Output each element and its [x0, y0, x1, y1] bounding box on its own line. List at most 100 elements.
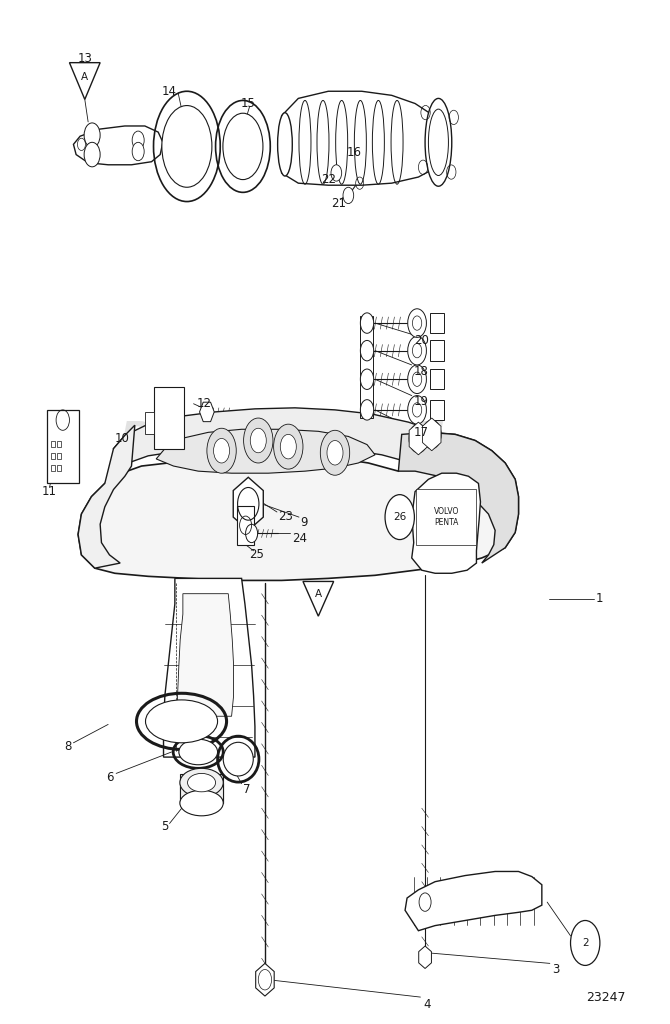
- Text: 4: 4: [423, 997, 431, 1011]
- Text: 23247: 23247: [586, 991, 625, 1005]
- Text: 14: 14: [162, 85, 177, 97]
- Circle shape: [132, 142, 144, 161]
- Circle shape: [413, 402, 421, 417]
- Circle shape: [360, 340, 374, 360]
- Circle shape: [207, 428, 237, 473]
- Ellipse shape: [145, 700, 218, 742]
- Ellipse shape: [428, 110, 448, 175]
- Text: 15: 15: [241, 97, 256, 110]
- Bar: [51, 465, 55, 471]
- Polygon shape: [281, 91, 445, 185]
- Text: A: A: [81, 72, 88, 82]
- Text: 22: 22: [321, 173, 336, 185]
- Bar: [360, 316, 373, 418]
- Polygon shape: [419, 946, 431, 969]
- Polygon shape: [74, 126, 163, 165]
- Polygon shape: [233, 477, 263, 530]
- Bar: [180, 774, 223, 803]
- Text: 5: 5: [161, 820, 168, 834]
- Circle shape: [408, 309, 426, 337]
- Ellipse shape: [223, 114, 263, 179]
- Polygon shape: [200, 402, 214, 422]
- Text: 24: 24: [291, 532, 307, 545]
- Circle shape: [360, 399, 374, 420]
- Polygon shape: [78, 432, 519, 581]
- Bar: [51, 440, 55, 446]
- Text: 16: 16: [346, 146, 361, 159]
- Bar: [430, 399, 444, 420]
- Text: A: A: [315, 589, 322, 599]
- Circle shape: [331, 165, 342, 181]
- Bar: [145, 412, 153, 434]
- Circle shape: [327, 440, 343, 465]
- Polygon shape: [423, 418, 441, 451]
- Text: 1: 1: [595, 592, 603, 605]
- Bar: [58, 465, 62, 471]
- Circle shape: [320, 430, 350, 475]
- Circle shape: [214, 438, 230, 463]
- Text: VOLVO PENTA: VOLVO PENTA: [121, 511, 442, 553]
- Bar: [430, 340, 444, 360]
- Text: VOLVO: VOLVO: [433, 508, 459, 516]
- Circle shape: [280, 434, 296, 459]
- Text: 25: 25: [249, 549, 264, 561]
- Text: 18: 18: [414, 365, 429, 378]
- Circle shape: [343, 187, 354, 204]
- Polygon shape: [412, 473, 480, 573]
- Polygon shape: [405, 871, 542, 931]
- Text: 26: 26: [393, 512, 406, 522]
- Polygon shape: [256, 964, 274, 996]
- Bar: [237, 506, 255, 545]
- Ellipse shape: [277, 113, 292, 176]
- Circle shape: [273, 424, 303, 469]
- Text: 12: 12: [196, 397, 211, 411]
- Text: 20: 20: [414, 334, 429, 347]
- Circle shape: [84, 123, 100, 147]
- Text: 11: 11: [42, 485, 56, 498]
- Polygon shape: [113, 408, 438, 463]
- Polygon shape: [177, 594, 234, 716]
- Bar: [58, 440, 62, 446]
- Text: 3: 3: [552, 963, 559, 976]
- Text: 23: 23: [278, 510, 293, 522]
- Ellipse shape: [425, 98, 452, 186]
- Text: 13: 13: [78, 52, 93, 66]
- Polygon shape: [409, 422, 427, 455]
- Bar: [430, 369, 444, 389]
- Circle shape: [360, 313, 374, 333]
- Ellipse shape: [162, 105, 212, 187]
- Ellipse shape: [180, 768, 223, 797]
- Bar: [47, 410, 79, 483]
- Circle shape: [413, 343, 421, 357]
- Text: 17: 17: [414, 426, 429, 439]
- Circle shape: [251, 428, 266, 453]
- Ellipse shape: [179, 739, 218, 765]
- Text: 21: 21: [332, 197, 346, 210]
- Circle shape: [408, 336, 426, 365]
- Bar: [51, 453, 55, 459]
- Circle shape: [422, 420, 441, 449]
- Bar: [58, 453, 62, 459]
- Ellipse shape: [223, 742, 253, 776]
- Polygon shape: [163, 579, 255, 757]
- Text: PENTA: PENTA: [434, 518, 458, 526]
- Circle shape: [409, 424, 427, 453]
- Polygon shape: [70, 62, 100, 99]
- Bar: [153, 387, 184, 449]
- Circle shape: [84, 142, 100, 167]
- Text: 6: 6: [106, 771, 113, 784]
- Bar: [430, 313, 444, 333]
- Text: 19: 19: [414, 395, 429, 409]
- Circle shape: [413, 372, 421, 386]
- Polygon shape: [78, 425, 135, 568]
- Ellipse shape: [180, 791, 223, 816]
- Circle shape: [246, 524, 257, 543]
- Ellipse shape: [188, 773, 216, 792]
- Circle shape: [385, 495, 415, 540]
- Text: PROPERTY OF: PROPERTY OF: [120, 420, 444, 462]
- Polygon shape: [399, 432, 519, 563]
- Circle shape: [408, 365, 426, 393]
- Bar: [416, 488, 476, 545]
- Circle shape: [244, 418, 273, 463]
- Polygon shape: [303, 582, 334, 616]
